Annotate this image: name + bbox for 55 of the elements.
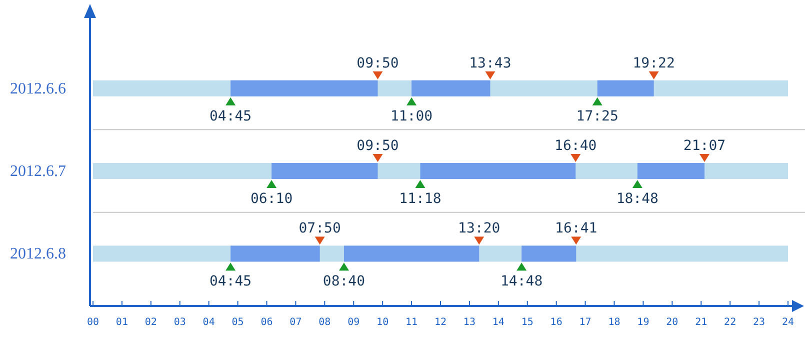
bar: [522, 246, 576, 262]
annotation: 08:40: [322, 274, 366, 290]
x-tick-label: 08: [318, 317, 331, 328]
annotation: 11:00: [390, 108, 433, 124]
bar: [597, 80, 654, 96]
x-tick-label: 12: [434, 317, 447, 328]
annotation: 09:50: [356, 138, 399, 154]
annotation: 17:25: [576, 108, 618, 124]
annotation: 13:43: [469, 55, 512, 72]
x-tick-label: 11: [406, 317, 418, 328]
x-tick-label: 16: [550, 317, 562, 328]
x-tick-label: 02: [144, 317, 157, 328]
bar: [420, 163, 576, 179]
annotation: 07:50: [298, 220, 341, 237]
x-tick-label: 03: [174, 317, 186, 328]
bar: [344, 246, 480, 262]
annotation: 18:48: [616, 191, 658, 207]
x-tick-label: 13: [463, 317, 476, 328]
y-tick-label: 2012.6.8: [10, 246, 66, 263]
x-tick-label: 14: [492, 317, 504, 328]
annotation: 13:20: [458, 220, 500, 237]
annotation: 19:22: [632, 55, 675, 72]
x-tick-label: 09: [348, 317, 360, 328]
annotation: 16:41: [555, 220, 598, 237]
x-tick-label: 18: [608, 317, 620, 328]
x-tick-label: 21: [695, 317, 708, 328]
x-tick-label: 07: [290, 317, 302, 328]
x-tick-label: 20: [666, 317, 678, 328]
annotation: 11:18: [399, 191, 442, 207]
x-tick-label: 06: [260, 317, 273, 328]
x-tick-label: 04: [202, 317, 215, 328]
x-tick-label: 00: [86, 317, 100, 328]
bar: [412, 80, 490, 96]
annotation: 14:48: [500, 274, 543, 290]
x-tick-label: 22: [724, 317, 736, 328]
bar: [230, 246, 320, 262]
x-tick-label: 05: [232, 317, 244, 328]
x-tick-label: 24: [782, 317, 794, 328]
x-tick-label: 10: [376, 317, 389, 328]
x-tick-label: 17: [579, 317, 592, 328]
annotation: 04:45: [209, 274, 252, 290]
x-tick-label: 01: [116, 317, 128, 328]
annotation: 21:07: [683, 138, 726, 154]
x-tick-label: 23: [753, 317, 766, 328]
annotation: 06:10: [250, 191, 293, 207]
bar: [637, 163, 705, 179]
bar: [272, 163, 378, 179]
y-tick-label: 2012.6.6: [10, 80, 66, 98]
y-tick-label: 2012.6.7: [10, 163, 66, 180]
annotation: 16:40: [554, 138, 597, 154]
annotation: 09:50: [356, 55, 399, 72]
bar: [230, 80, 378, 96]
x-tick-label: 19: [637, 317, 650, 328]
annotation: 04:45: [209, 108, 252, 124]
x-tick-label: 15: [521, 317, 534, 328]
